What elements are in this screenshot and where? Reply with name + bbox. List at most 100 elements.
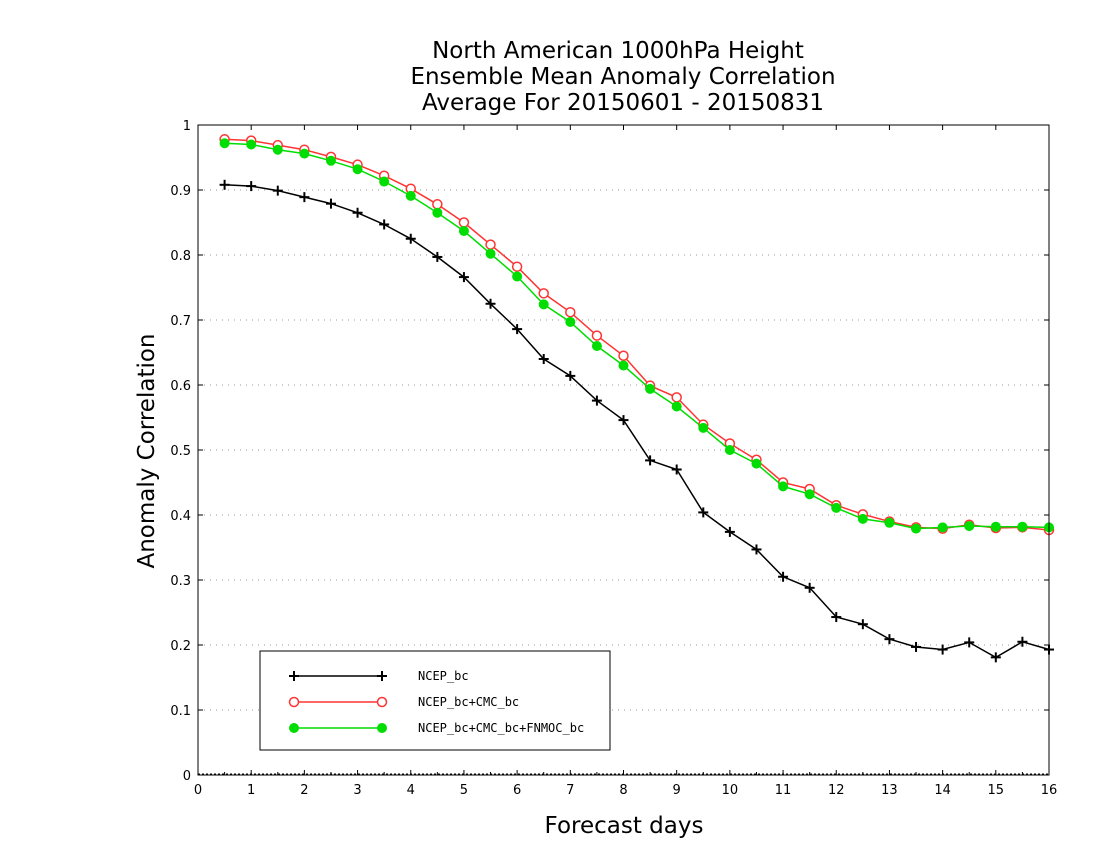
data-point: [325, 198, 336, 209]
data-point: [671, 464, 682, 475]
y-axis-title: Anomaly Correlation: [134, 333, 160, 568]
data-point: [751, 544, 762, 555]
data-point: [565, 316, 576, 327]
chart-title: North American 1000hPa Height Ensemble M…: [410, 38, 835, 116]
data-point: [1017, 636, 1028, 647]
data-point: [376, 696, 388, 708]
data-point: [352, 207, 363, 218]
legend-entry: NCEP_bc: [289, 669, 469, 683]
data-point: [299, 192, 310, 203]
data-point: [1017, 521, 1028, 532]
data-point: [405, 233, 416, 244]
data-point: [565, 370, 576, 381]
data-point: [485, 248, 496, 259]
x-tick-label: 4: [407, 783, 415, 798]
series-line: [224, 184, 1050, 659]
data-point: [964, 637, 975, 648]
data-point: [565, 306, 576, 318]
data-point: [246, 181, 257, 192]
y-tick-label: 0: [183, 769, 191, 784]
data-point: [272, 144, 283, 155]
legend-entry: NCEP_bc+CMC_bc: [288, 695, 519, 709]
x-tick-label: 6: [513, 783, 521, 798]
data-point: [432, 199, 443, 210]
data-point: [618, 415, 629, 426]
y-tick-label: 0.9: [170, 184, 191, 199]
x-tick-label: 14: [934, 783, 951, 798]
series-line: [224, 138, 1050, 531]
x-tick-label: 12: [828, 783, 845, 798]
x-tick-label: 5: [460, 783, 468, 798]
series-2: [219, 138, 1054, 534]
data-point: [990, 521, 1001, 532]
legend-entry: NCEP_bc+CMC_bc+FNMOC_bc: [289, 721, 584, 735]
data-point: [512, 324, 523, 335]
data-point: [538, 288, 549, 299]
data-point: [990, 652, 1001, 663]
data-point: [219, 179, 230, 190]
data-point: [512, 271, 523, 282]
y-tick-label: 0.4: [170, 509, 191, 524]
data-point: [288, 696, 300, 708]
data-point: [671, 392, 682, 403]
data-point: [911, 523, 922, 534]
data-point: [831, 612, 842, 623]
y-tick-label: 0.5: [170, 444, 191, 459]
x-tick-label: 7: [566, 783, 574, 798]
data-point: [591, 341, 602, 351]
y-tick-label: 1: [183, 119, 191, 134]
x-tick-label: 15: [988, 783, 1005, 798]
data-point: [289, 671, 299, 681]
legend-label: NCEP_bc+CMC_bc: [418, 695, 519, 709]
legend-label: NCEP_bc+CMC_bc+FNMOC_bc: [418, 721, 584, 735]
y-tick-label: 0.8: [170, 249, 191, 264]
data-point: [458, 217, 470, 228]
data-point: [405, 190, 416, 201]
data-point: [618, 360, 629, 371]
data-point: [645, 383, 656, 394]
data-point: [857, 619, 868, 630]
data-point: [219, 138, 230, 149]
x-tick-label: 13: [881, 783, 898, 798]
series-line: [224, 142, 1050, 530]
data-point: [831, 502, 842, 513]
x-tick-label: 9: [673, 783, 681, 798]
x-tick-label: 8: [619, 783, 627, 798]
data-point: [937, 522, 948, 533]
x-axis-title: Forecast days: [545, 813, 704, 839]
y-tick-label: 0.6: [170, 379, 191, 394]
data-point: [377, 671, 387, 681]
y-tick-label: 0.7: [170, 314, 191, 329]
data-point: [379, 219, 390, 230]
data-point: [246, 139, 257, 150]
y-tick-label: 0.2: [170, 639, 191, 654]
y-tick-label: 0.1: [170, 704, 191, 719]
plot-frame: [197, 124, 1050, 776]
data-point: [857, 513, 868, 524]
data-point: [272, 185, 283, 196]
data-point: [325, 155, 336, 166]
data-point: [538, 354, 549, 364]
data-point: [458, 272, 469, 283]
legend-box: [259, 650, 611, 751]
data-point: [511, 261, 523, 272]
data-point: [538, 299, 549, 310]
data-point: [299, 148, 310, 159]
data-point: [671, 401, 682, 412]
data-point: [724, 445, 735, 455]
x-tick-label: 10: [722, 783, 739, 798]
data-point: [352, 164, 363, 175]
data-point: [937, 644, 948, 655]
series-0: [219, 179, 1054, 663]
data-point: [884, 517, 895, 528]
data-point: [645, 455, 656, 466]
data-point: [432, 207, 443, 218]
data-point: [458, 225, 469, 236]
x-tick-label: 0: [194, 783, 202, 798]
x-tick-label: 3: [353, 783, 361, 798]
x-tick-label: 1: [247, 783, 255, 798]
data-point: [698, 422, 709, 433]
chart-title-line-1: North American 1000hPa Height: [432, 38, 804, 64]
x-tick-label: 16: [1041, 783, 1058, 798]
